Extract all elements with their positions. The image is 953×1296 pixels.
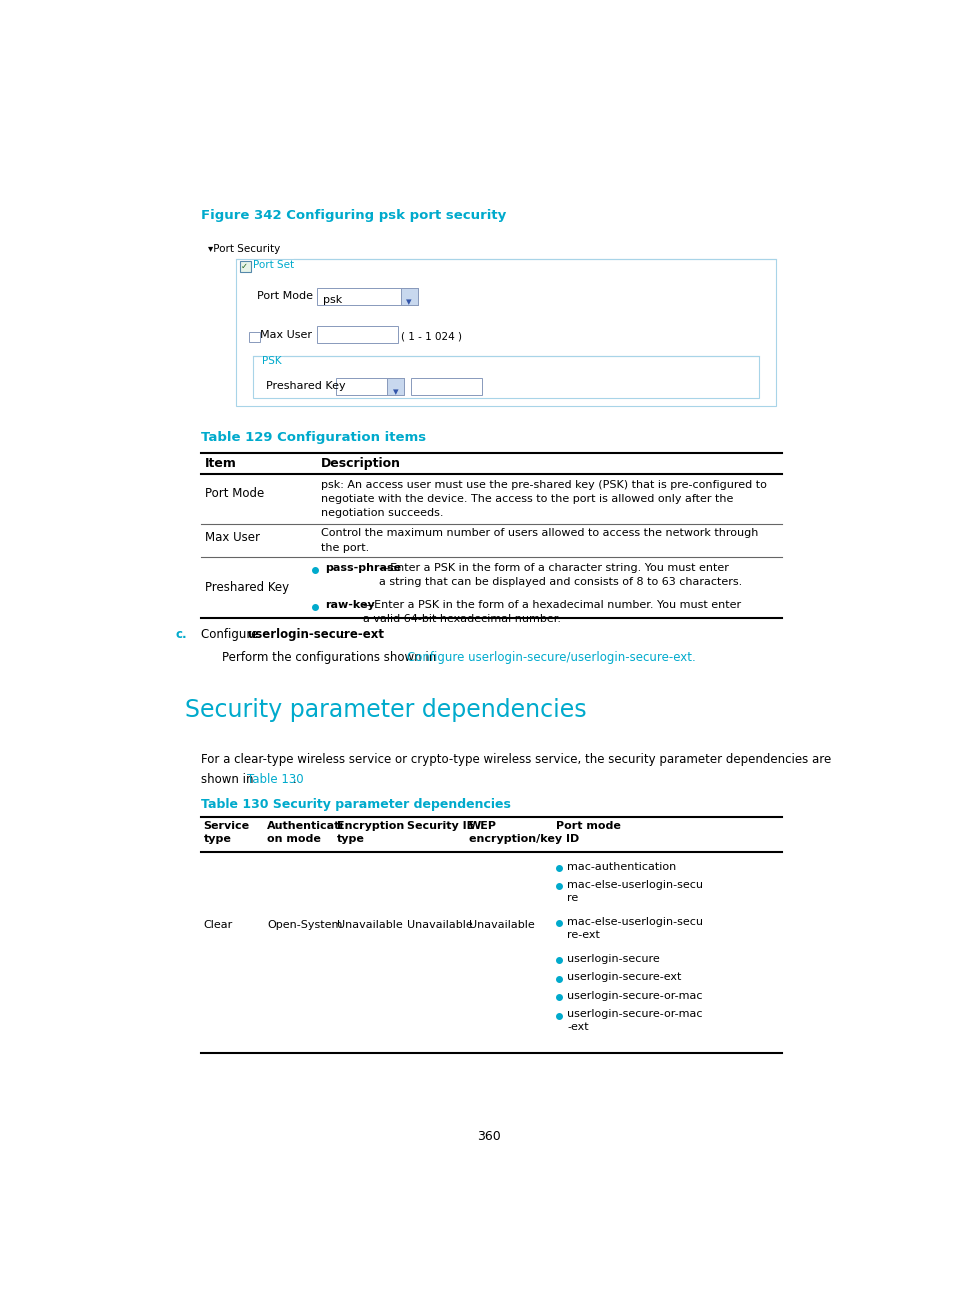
Text: Perform the configurations shown in: Perform the configurations shown in [222, 652, 440, 665]
Text: Item: Item [205, 456, 237, 469]
Text: userlogin-secure-ext: userlogin-secure-ext [567, 972, 680, 982]
Text: —Enter a PSK in the form of a character string. You must enter
a string that can: —Enter a PSK in the form of a character … [378, 562, 741, 587]
Text: shown in: shown in [200, 772, 256, 787]
Text: Unavailable: Unavailable [468, 920, 534, 929]
Text: 360: 360 [476, 1130, 500, 1143]
Text: ▾Port Security: ▾Port Security [208, 244, 280, 254]
Text: Description: Description [320, 456, 400, 469]
Text: userlogin-secure: userlogin-secure [567, 954, 659, 964]
Text: userlogin-secure-or-mac: userlogin-secure-or-mac [567, 991, 702, 1001]
Text: mac-authentication: mac-authentication [567, 862, 676, 872]
Text: Encryption
type: Encryption type [336, 820, 404, 845]
Text: userlogin-secure-or-mac
-ext: userlogin-secure-or-mac -ext [567, 1010, 702, 1032]
Text: Figure 342 Configuring psk port security: Figure 342 Configuring psk port security [200, 210, 505, 223]
Text: Configure userlogin-secure/userlogin-secure-ext.: Configure userlogin-secure/userlogin-sec… [406, 652, 695, 665]
Text: —Enter a PSK in the form of a hexadecimal number. You must enter
a valid 64-bit : —Enter a PSK in the form of a hexadecima… [363, 600, 740, 625]
Text: Max User: Max User [260, 329, 312, 340]
Text: :: : [342, 629, 346, 642]
Text: ▾: ▾ [406, 297, 412, 307]
Text: For a clear-type wireless service or crypto-type wireless service, the security : For a clear-type wireless service or cry… [200, 753, 830, 766]
FancyBboxPatch shape [235, 259, 775, 406]
Text: Control the maximum number of users allowed to access the network through
the po: Control the maximum number of users allo… [320, 529, 758, 552]
Text: Table 130: Table 130 [247, 772, 303, 787]
FancyBboxPatch shape [249, 332, 259, 342]
Text: c.: c. [175, 629, 187, 642]
Text: ( 1 - 1 024 ): ( 1 - 1 024 ) [400, 330, 461, 341]
Text: mac-else-userlogin-secu
re-ext: mac-else-userlogin-secu re-ext [567, 918, 702, 940]
FancyBboxPatch shape [387, 378, 404, 395]
Text: Unavailable: Unavailable [336, 920, 402, 929]
Text: Preshared Key: Preshared Key [205, 581, 289, 594]
Text: Security IE: Security IE [406, 820, 474, 831]
Text: WEP
encryption/key ID: WEP encryption/key ID [468, 820, 578, 845]
Text: .: . [293, 772, 296, 787]
FancyBboxPatch shape [253, 356, 758, 398]
Text: Table 130 Security parameter dependencies: Table 130 Security parameter dependencie… [200, 798, 510, 811]
Text: Preshared Key: Preshared Key [266, 381, 346, 391]
FancyBboxPatch shape [316, 327, 397, 343]
Text: userlogin-secure-ext: userlogin-secure-ext [247, 629, 384, 642]
Text: Port mode: Port mode [556, 820, 620, 831]
Text: Port Mode: Port Mode [205, 487, 264, 500]
FancyBboxPatch shape [410, 378, 481, 395]
FancyBboxPatch shape [335, 378, 404, 395]
Text: mac-else-userlogin-secu
re: mac-else-userlogin-secu re [567, 880, 702, 903]
Text: psk: psk [323, 295, 342, 305]
Text: Port Set: Port Set [253, 260, 294, 271]
Text: Clear: Clear [204, 920, 233, 929]
Text: Security parameter dependencies: Security parameter dependencies [185, 697, 586, 722]
Text: ▾: ▾ [393, 388, 398, 398]
Text: pass-phrase: pass-phrase [324, 562, 400, 573]
FancyBboxPatch shape [400, 288, 417, 305]
Text: Port Mode: Port Mode [257, 292, 313, 301]
FancyBboxPatch shape [240, 260, 251, 272]
Text: Max User: Max User [205, 531, 260, 544]
Text: Open-System: Open-System [267, 920, 342, 929]
Text: ✓: ✓ [241, 262, 248, 271]
Text: Configure: Configure [200, 629, 261, 642]
Text: Service
type: Service type [204, 820, 250, 845]
Text: Unavailable: Unavailable [406, 920, 472, 929]
Text: Table 129 Configuration items: Table 129 Configuration items [200, 432, 425, 445]
Text: raw-key: raw-key [324, 600, 374, 610]
Text: PSK: PSK [261, 356, 281, 367]
Text: Authenticati
on mode: Authenticati on mode [267, 820, 344, 845]
FancyBboxPatch shape [316, 288, 417, 305]
Text: psk: An access user must use the pre-shared key (PSK) that is pre-configured to
: psk: An access user must use the pre-sha… [320, 480, 766, 518]
